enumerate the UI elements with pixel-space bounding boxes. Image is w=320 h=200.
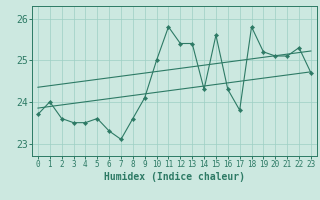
X-axis label: Humidex (Indice chaleur): Humidex (Indice chaleur)	[104, 172, 245, 182]
